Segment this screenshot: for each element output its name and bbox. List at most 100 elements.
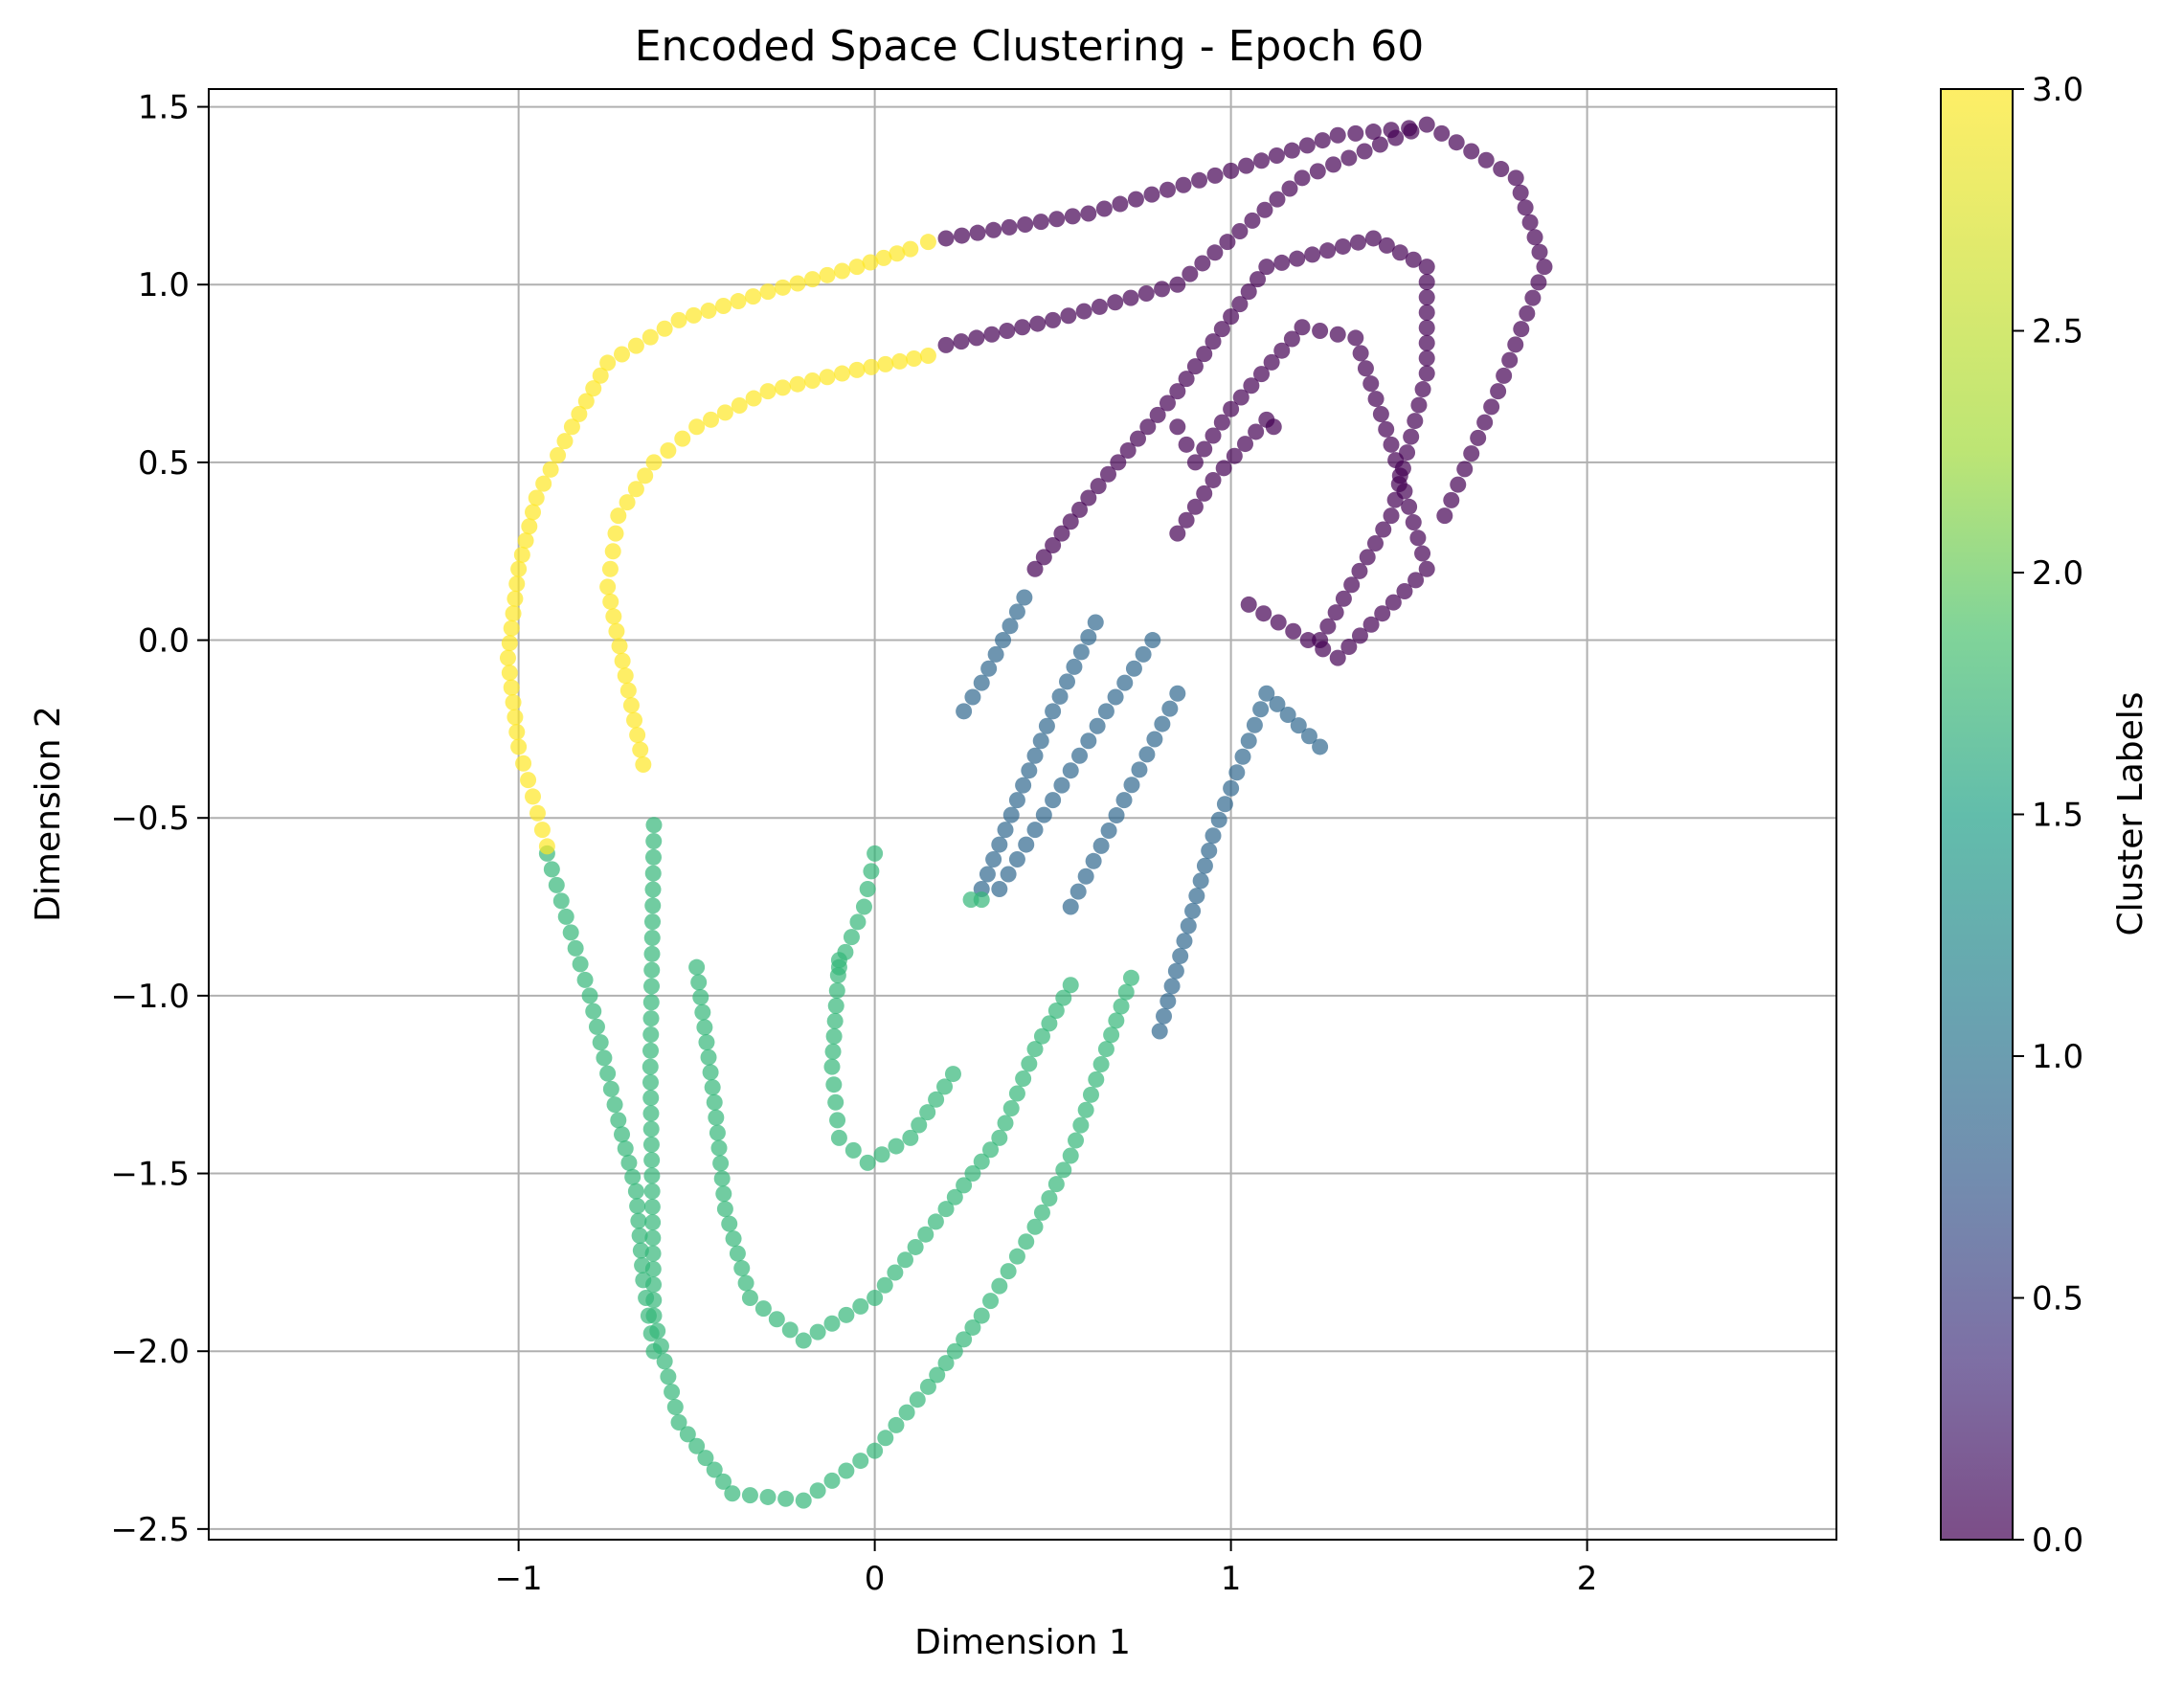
scatter-point: [611, 638, 628, 655]
scatter-point: [1216, 796, 1233, 813]
scatter-point: [888, 1138, 905, 1155]
scatter-point: [1347, 124, 1364, 142]
scatter-point: [1160, 993, 1177, 1010]
scatter-point: [1163, 978, 1181, 995]
scatter-point: [1125, 660, 1142, 677]
scatter-point: [789, 275, 806, 292]
scatter-point: [1080, 205, 1097, 222]
scatter-point: [602, 1080, 619, 1097]
scatter-point: [1383, 507, 1400, 525]
scatter-point: [1418, 259, 1435, 276]
scatter-point: [1041, 1015, 1058, 1032]
scatter-point: [1110, 454, 1127, 471]
scatter-point: [548, 876, 565, 893]
scatter-point: [627, 481, 644, 498]
scatter-point: [517, 532, 534, 550]
scatter-point: [520, 772, 537, 789]
scatter-point: [1343, 576, 1361, 594]
scatter-point: [888, 1416, 905, 1433]
scatter-point: [507, 590, 524, 607]
scatter-point: [1129, 430, 1146, 447]
scatter-point: [1283, 142, 1300, 159]
scatter-point: [1048, 211, 1066, 228]
y-tick-label: −1.5: [110, 1156, 190, 1194]
scatter-point: [1080, 489, 1097, 507]
scatter-point: [1032, 732, 1049, 750]
scatter-point: [1256, 201, 1273, 218]
scatter-point: [525, 504, 542, 521]
scatter-point: [1116, 674, 1134, 691]
scatter-point: [1304, 246, 1321, 263]
scatter-point: [533, 822, 551, 839]
scatter-point: [645, 817, 663, 834]
scatter-point: [690, 974, 708, 991]
scatter-point: [644, 865, 662, 882]
scatter-point: [1401, 120, 1418, 137]
scatter-point: [1340, 639, 1358, 656]
scatter-point: [1143, 186, 1160, 203]
x-axis: −1 0 1 2: [495, 1540, 1597, 1598]
colorbar: 0.0 0.5 1.0 1.5 2.0 2.5 3.0 Cluster Labels: [1940, 71, 2150, 1560]
scatter-point: [605, 608, 622, 625]
scatter-point: [1299, 632, 1317, 649]
scatter-point: [937, 1201, 955, 1218]
scatter-point: [1178, 436, 1195, 453]
scatter-point: [1294, 169, 1311, 187]
scatter-point: [1097, 1041, 1115, 1058]
scatter-point: [1329, 326, 1346, 343]
colorbar-label: Cluster Labels: [2111, 691, 2150, 935]
scatter-point: [754, 1300, 772, 1318]
scatter-point: [1196, 857, 1213, 874]
scatter-point: [867, 1290, 884, 1306]
scatter-point: [666, 1399, 684, 1416]
scatter-point: [980, 660, 998, 677]
scatter-point: [505, 605, 522, 622]
scatter-point: [585, 1003, 602, 1020]
scatter-point: [917, 1226, 934, 1243]
scatter-point: [1396, 582, 1413, 599]
scatter-point: [1035, 806, 1052, 823]
scatter-point: [1062, 513, 1079, 530]
colorbar-tick-label: 1.5: [2032, 797, 2083, 835]
scatter-point: [973, 674, 990, 691]
scatter-point: [823, 1472, 841, 1489]
scatter-point: [867, 845, 884, 862]
scatter-point: [741, 1290, 758, 1306]
scatter-point: [697, 1450, 714, 1467]
scatter-point: [838, 1462, 855, 1479]
scatter-point: [1026, 822, 1044, 839]
scatter-point: [656, 1353, 673, 1370]
scatter-point: [891, 352, 909, 370]
y-tick-label: −1.0: [110, 978, 190, 1016]
scatter-point: [1117, 983, 1135, 1001]
scatter-point: [1385, 594, 1402, 611]
scatter-point: [1159, 181, 1176, 198]
scatter-point: [1047, 1176, 1065, 1193]
scatter-point: [823, 1058, 841, 1075]
y-axis-label: Dimension 2: [29, 706, 68, 922]
scatter-point: [1196, 484, 1213, 502]
scatter-point: [550, 446, 567, 463]
scatter-point: [843, 929, 860, 946]
scatter-point: [1060, 307, 1077, 325]
scatter-point: [1205, 427, 1222, 444]
scatter-point: [1071, 747, 1089, 764]
scatter-point: [829, 1112, 846, 1129]
scatter-point: [1071, 501, 1089, 518]
scatter-point: [624, 1168, 642, 1185]
scatter-point: [1122, 289, 1139, 306]
scatter-point: [1418, 274, 1435, 291]
scatter-point: [956, 703, 973, 720]
scatter-point: [499, 649, 516, 666]
scatter-point: [505, 694, 522, 711]
scatter-point: [1169, 276, 1186, 293]
scatter-point: [1309, 163, 1326, 180]
scatter-point: [679, 1426, 696, 1443]
scatter-point: [929, 1366, 946, 1384]
scatter-point: [1156, 1007, 1173, 1025]
scatter-point: [827, 997, 844, 1014]
grid: [209, 89, 1836, 1540]
scatter-point: [1107, 688, 1124, 706]
scatter-point: [610, 1112, 627, 1129]
scatter-point: [1300, 728, 1317, 745]
